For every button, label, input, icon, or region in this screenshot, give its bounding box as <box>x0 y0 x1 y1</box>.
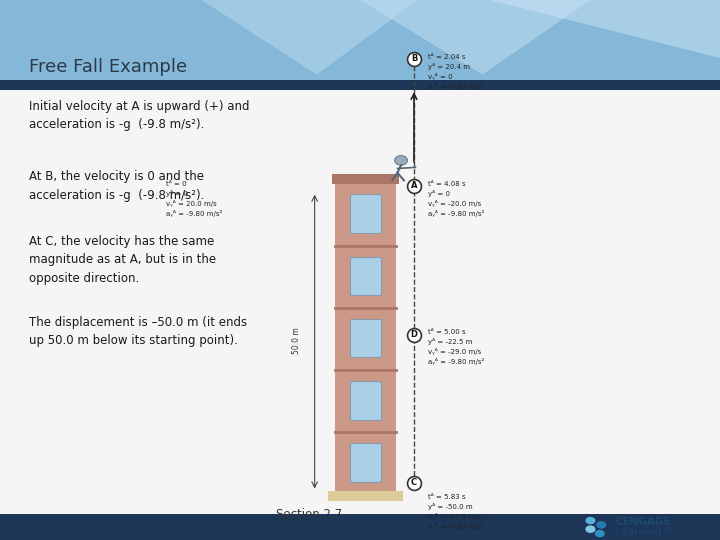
Bar <box>0 0 720 80</box>
Circle shape <box>585 525 595 533</box>
Text: D: D <box>410 330 418 339</box>
Bar <box>0 514 720 540</box>
Text: 50.0 m: 50.0 m <box>292 327 301 354</box>
Circle shape <box>596 521 606 529</box>
Bar <box>351 256 381 295</box>
Text: At B, the velocity is 0 and the
acceleration is -g  (-9.8 m/s²).: At B, the velocity is 0 and the accelera… <box>29 170 204 201</box>
Bar <box>328 491 403 501</box>
Bar <box>351 319 381 357</box>
Text: B: B <box>411 55 417 63</box>
Text: Learning™: Learning™ <box>616 527 672 537</box>
Text: tᴬ = 2.04 s
yᴬ = 20.4 m
vᵧᴬ = 0
aᵧᴬ = -9.80 m/s²: tᴬ = 2.04 s yᴬ = 20.4 m vᵧᴬ = 0 aᵧᴬ = -9… <box>428 54 485 90</box>
Text: C: C <box>411 478 417 487</box>
Circle shape <box>395 156 408 165</box>
Text: Free Fall Example: Free Fall Example <box>29 58 187 77</box>
Circle shape <box>585 517 595 524</box>
Text: The displacement is –50.0 m (it ends
up 50.0 m below its starting point).: The displacement is –50.0 m (it ends up … <box>29 316 247 347</box>
Text: tᴬ = 5.00 s
yᴬ = -22.5 m
vᵧᴬ = -29.0 m/s
aᵧᴬ = -9.80 m/s²: tᴬ = 5.00 s yᴬ = -22.5 m vᵧᴬ = -29.0 m/s… <box>428 329 485 366</box>
Text: tᴬ = 0
yᴬ = 0
vᵧᴬ = 20.0 m/s
aᵧᴬ = -9.80 m/s²: tᴬ = 0 yᴬ = 0 vᵧᴬ = 20.0 m/s aᵧᴬ = -9.80… <box>166 181 222 217</box>
Bar <box>332 174 399 184</box>
Text: A: A <box>410 181 418 190</box>
Text: Initial velocity at A is upward (+) and
acceleration is -g  (-9.8 m/s²).: Initial velocity at A is upward (+) and … <box>29 100 249 131</box>
Text: CENGAGE: CENGAGE <box>616 517 671 527</box>
Bar <box>351 443 381 482</box>
Text: Section 2.7: Section 2.7 <box>276 508 343 521</box>
Bar <box>335 184 396 494</box>
Polygon shape <box>202 0 418 75</box>
Text: At C, the velocity has the same
magnitude as at A, but is in the
opposite direct: At C, the velocity has the same magnitud… <box>29 235 216 285</box>
Text: tᴬ = 4.08 s
yᴬ = 0
vᵧᴬ = -20.0 m/s
aᵧᴬ = -9.80 m/s²: tᴬ = 4.08 s yᴬ = 0 vᵧᴬ = -20.0 m/s aᵧᴬ =… <box>428 181 485 217</box>
Polygon shape <box>360 0 590 75</box>
Polygon shape <box>490 0 720 58</box>
Text: tᴬ = 5.83 s
yᴬ = -50.0 m
vᵧᴬ = -37.1 m/s
aᵧᴬ = -9.80 m/s²: tᴬ = 5.83 s yᴬ = -50.0 m vᵧᴬ = -37.1 m/s… <box>428 494 485 530</box>
Circle shape <box>595 530 605 537</box>
Bar <box>351 381 381 420</box>
Bar <box>0 80 720 90</box>
Bar <box>351 194 381 233</box>
